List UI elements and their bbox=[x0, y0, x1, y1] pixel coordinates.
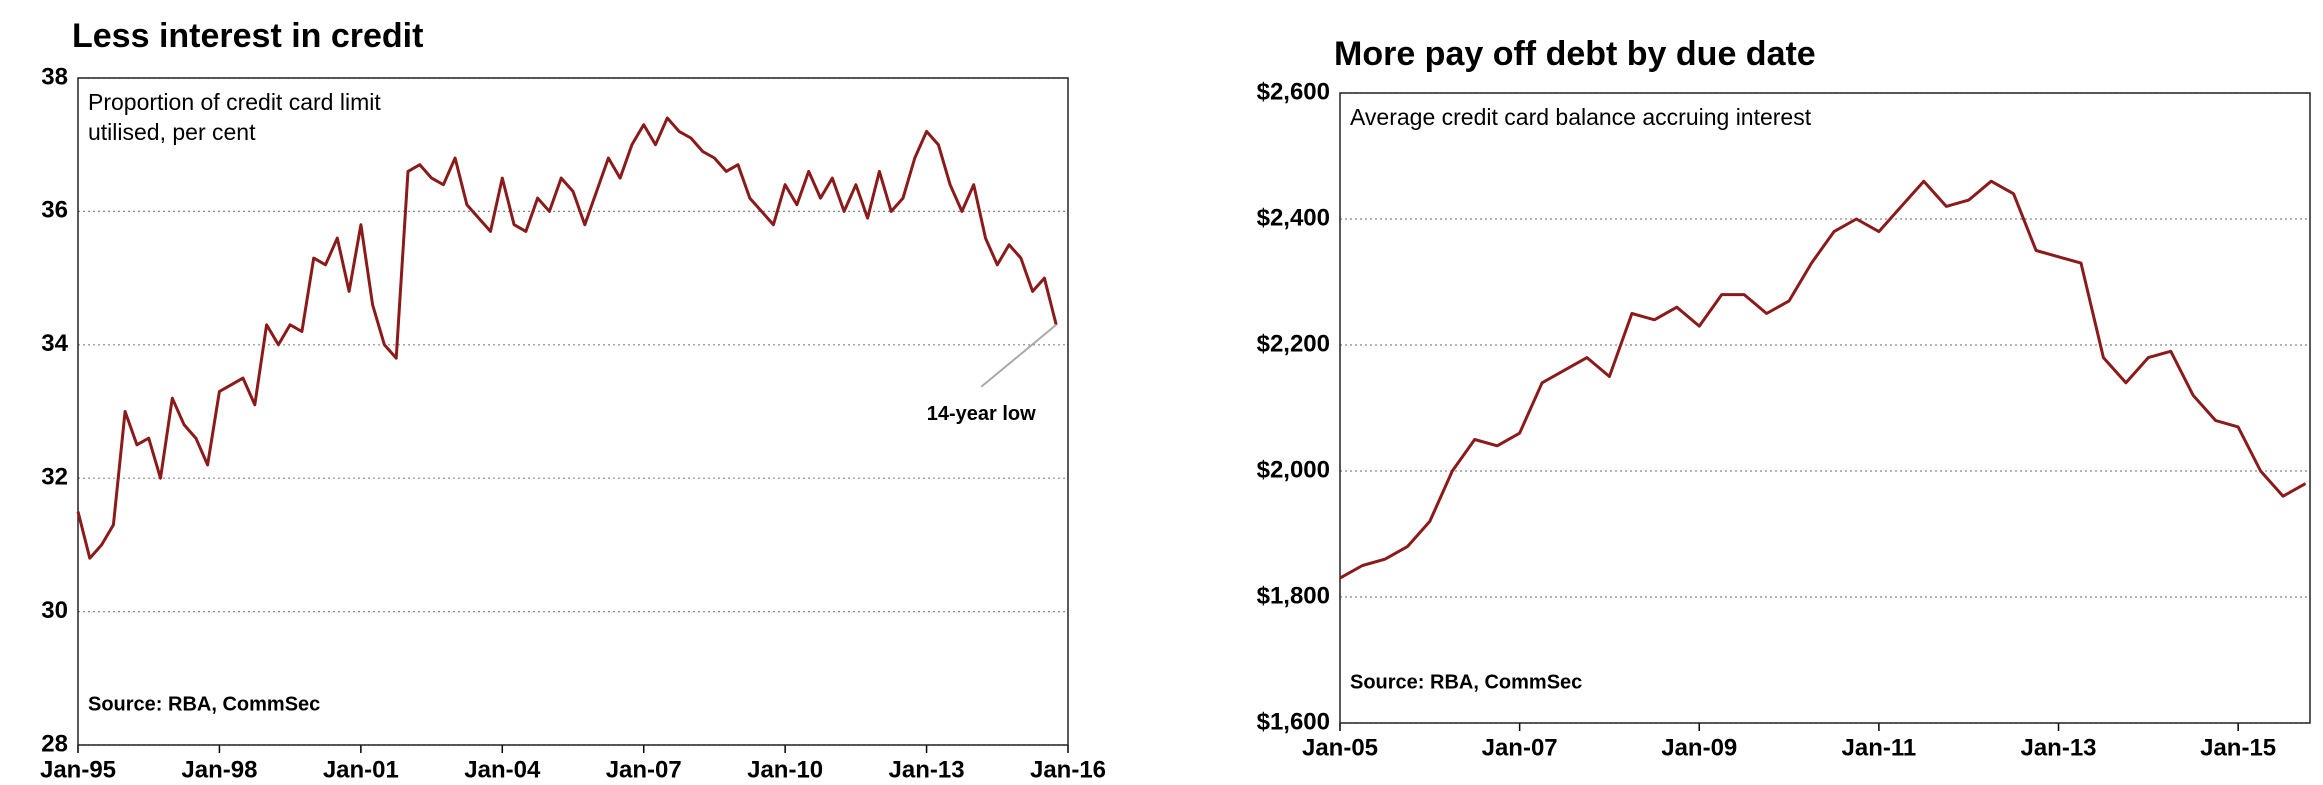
data-line bbox=[1339, 179, 2307, 580]
subtitle: utilised, per cent bbox=[88, 119, 256, 145]
y-tick-label: 38 bbox=[41, 63, 68, 90]
y-tick-label: $2,200 bbox=[1257, 330, 1330, 357]
y-tick-label: $2,400 bbox=[1257, 204, 1330, 231]
chart-title: More pay off debt by due date bbox=[1334, 35, 1816, 73]
x-tick-label: Jan-01 bbox=[323, 756, 399, 783]
x-tick-label: Jan-10 bbox=[747, 756, 823, 783]
y-tick-label: 28 bbox=[41, 730, 68, 757]
chart-title: Less interest in credit bbox=[72, 17, 423, 55]
y-tick-label: $2,000 bbox=[1257, 456, 1330, 483]
y-tick-label: $2,600 bbox=[1257, 78, 1330, 105]
y-tick-label: 34 bbox=[41, 330, 68, 357]
x-tick-label: Jan-07 bbox=[1482, 734, 1558, 761]
x-tick-label: Jan-16 bbox=[1030, 756, 1106, 783]
subtitle: Proportion of credit card limit bbox=[88, 89, 381, 115]
x-tick-label: Jan-15 bbox=[2200, 734, 2276, 761]
y-tick-label: 32 bbox=[41, 464, 68, 491]
x-tick-label: Jan-07 bbox=[606, 756, 682, 783]
x-tick-label: Jan-98 bbox=[181, 756, 257, 783]
x-tick-label: Jan-95 bbox=[40, 756, 116, 783]
x-tick-label: Jan-13 bbox=[2020, 734, 2096, 761]
x-tick-label: Jan-05 bbox=[1302, 734, 1378, 761]
subtitle: Average credit card balance accruing int… bbox=[1350, 104, 1812, 130]
x-tick-label: Jan-11 bbox=[1842, 734, 1917, 761]
x-tick-label: Jan-13 bbox=[889, 756, 965, 783]
plot-frame bbox=[77, 77, 1069, 746]
annotation-leader bbox=[980, 324, 1057, 388]
plot-frame bbox=[1339, 92, 2311, 724]
source: Source: RBA, CommSec bbox=[1350, 671, 1582, 693]
source: Source: RBA, CommSec bbox=[88, 693, 320, 715]
x-tick-label: Jan-04 bbox=[464, 756, 541, 783]
data-line bbox=[76, 116, 1058, 560]
y-tick-label: 30 bbox=[41, 597, 68, 624]
y-tick-label: $1,600 bbox=[1257, 708, 1330, 735]
annotation: 14-year low bbox=[927, 403, 1036, 425]
x-tick-label: Jan-09 bbox=[1661, 734, 1737, 761]
y-tick-label: 36 bbox=[41, 197, 68, 224]
y-tick-label: $1,800 bbox=[1257, 582, 1330, 609]
